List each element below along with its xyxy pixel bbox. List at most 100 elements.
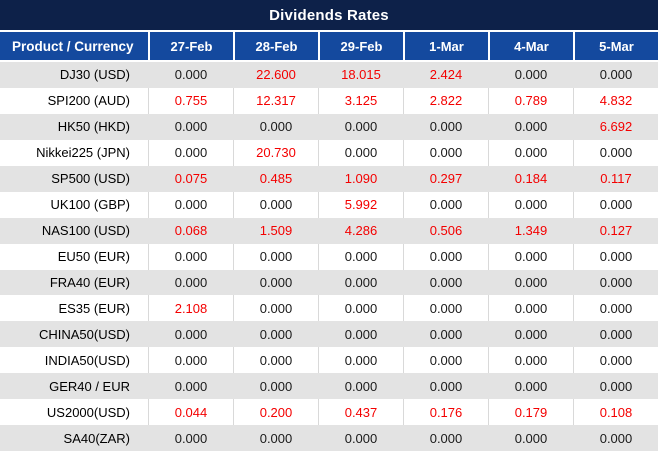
product-cell: GER40 / EUR <box>49 378 130 394</box>
rate-cell: 0.000 <box>573 139 658 166</box>
table-row: CHINA50(USD) 0.000 0.000 0.000 0.000 0.000 0.0… <box>0 321 658 348</box>
rate-cell: 20.730 <box>233 139 318 166</box>
rate-cell: 0.000 <box>488 373 573 400</box>
rate-cell: 0.789 <box>488 87 573 114</box>
rate-cell: 0.176 <box>403 399 488 426</box>
rate-cell: 0.000 <box>573 243 658 270</box>
rate-cell: 0.506 <box>403 217 488 244</box>
rate-cell: 0.000 <box>318 321 403 348</box>
rate-cell: 6.692 <box>573 113 658 140</box>
product-currency-column-header: Product / Currency <box>0 32 148 60</box>
rate-cell: 2.424 <box>403 62 488 88</box>
rate-cell: 22.600 <box>233 62 318 88</box>
rate-cell: 0.437 <box>318 399 403 426</box>
rate-cell: 0.000 <box>233 113 318 140</box>
table-body: DJ30 (USD) 0.000 22.600 18.015 2.424 0.000 0.0… <box>0 62 658 451</box>
rate-cell: 1.090 <box>318 165 403 192</box>
rate-cell: 2.822 <box>403 87 488 114</box>
rate-cell: 0.000 <box>403 269 488 296</box>
table-row: SP500 (USD) 0.075 0.485 1.090 0.297 0.184 0.11… <box>0 165 658 192</box>
rate-cell: 0.000 <box>233 191 318 218</box>
table-row: HK50 (HKD) 0.000 0.000 0.000 0.000 0.000 6.692 <box>0 113 658 140</box>
rate-cell: 0.000 <box>233 425 318 451</box>
rate-cell: 0.000 <box>233 347 318 374</box>
product-cell: EU50 (EUR) <box>57 249 130 265</box>
rate-cell: 0.000 <box>148 62 233 88</box>
rate-cell: 0.127 <box>573 217 658 244</box>
rate-cell: 0.000 <box>148 269 233 296</box>
rate-cell: 0.108 <box>573 399 658 426</box>
product-cell: UK100 (GBP) <box>50 197 130 213</box>
date-column-header: 29-Feb <box>318 32 403 60</box>
rate-cell: 0.075 <box>148 165 233 192</box>
rate-cell: 0.000 <box>148 373 233 400</box>
product-cell: SA40(ZAR) <box>63 430 130 446</box>
table-row: SA40(ZAR) 0.000 0.000 0.000 0.000 0.000 0.000 <box>0 425 658 451</box>
table-row: UK100 (GBP) 0.000 0.000 5.992 0.000 0.000 0.00… <box>0 191 658 218</box>
product-cell: DJ30 (USD) <box>59 67 130 83</box>
rate-cell: 0.755 <box>148 87 233 114</box>
rate-cell: 0.000 <box>148 321 233 348</box>
rate-cell: 0.000 <box>573 425 658 451</box>
rate-cell: 0.044 <box>148 399 233 426</box>
table-row: INDIA50(USD) 0.000 0.000 0.000 0.000 0.000 0.0… <box>0 347 658 374</box>
product-cell: ES35 (EUR) <box>58 300 130 316</box>
rate-cell: 0.000 <box>233 373 318 400</box>
rate-cell: 0.000 <box>488 321 573 348</box>
rate-cell: 0.000 <box>403 347 488 374</box>
rate-cell: 0.000 <box>403 425 488 451</box>
table-row: ES35 (EUR) 2.108 0.000 0.000 0.000 0.000 0.000 <box>0 295 658 322</box>
table-row: FRA40 (EUR) 0.000 0.000 0.000 0.000 0.000 0.00… <box>0 269 658 296</box>
rate-cell: 0.297 <box>403 165 488 192</box>
product-cell: INDIA50(USD) <box>44 352 130 368</box>
rate-cell: 0.000 <box>233 269 318 296</box>
rate-cell: 1.509 <box>233 217 318 244</box>
rate-cell: 0.000 <box>148 425 233 451</box>
product-cell: US2000(USD) <box>46 404 130 420</box>
rate-cell: 0.000 <box>488 62 573 88</box>
table-row: EU50 (EUR) 0.000 0.000 0.000 0.000 0.000 0.000 <box>0 243 658 270</box>
rate-cell: 0.000 <box>233 243 318 270</box>
product-cell: SPI200 (AUD) <box>47 93 130 109</box>
product-cell: SP500 (USD) <box>51 171 130 187</box>
rate-cell: 0.000 <box>148 139 233 166</box>
rate-cell: 0.000 <box>318 347 403 374</box>
rate-cell: 0.000 <box>573 62 658 88</box>
rate-cell: 0.000 <box>318 373 403 400</box>
date-column-header: 5-Mar <box>573 32 658 60</box>
rate-cell: 0.000 <box>403 113 488 140</box>
rate-cell: 0.200 <box>233 399 318 426</box>
rate-cell: 0.000 <box>488 243 573 270</box>
table-row: Nikkei225 (JPN) 0.000 20.730 0.000 0.000 0.00… <box>0 139 658 166</box>
rate-cell: 0.000 <box>403 243 488 270</box>
rate-cell: 0.000 <box>488 191 573 218</box>
date-column-header: 28-Feb <box>233 32 318 60</box>
table-row: DJ30 (USD) 0.000 22.600 18.015 2.424 0.000 0.0… <box>0 62 658 88</box>
date-column-header: 27-Feb <box>148 32 233 60</box>
rate-cell: 0.184 <box>488 165 573 192</box>
rate-cell: 0.117 <box>573 165 658 192</box>
table-row: GER40 / EUR 0.000 0.000 0.000 0.000 0.000 0.00… <box>0 373 658 400</box>
rate-cell: 0.000 <box>573 191 658 218</box>
table-row: US2000(USD) 0.044 0.200 0.437 0.176 0.179 0.10… <box>0 399 658 426</box>
rate-cell: 0.000 <box>573 373 658 400</box>
rate-cell: 4.286 <box>318 217 403 244</box>
rate-cell: 0.000 <box>573 321 658 348</box>
rate-cell: 0.000 <box>318 425 403 451</box>
product-cell: Nikkei225 (JPN) <box>36 145 130 161</box>
rate-cell: 0.000 <box>488 347 573 374</box>
rate-cell: 3.125 <box>318 87 403 114</box>
rate-cell: 0.000 <box>573 295 658 322</box>
rate-cell: 0.000 <box>403 191 488 218</box>
rate-cell: 0.000 <box>148 113 233 140</box>
rate-cell: 12.317 <box>233 87 318 114</box>
rate-cell: 0.000 <box>488 295 573 322</box>
rate-cell: 0.000 <box>488 425 573 451</box>
rate-cell: 4.832 <box>573 87 658 114</box>
rate-cell: 0.000 <box>148 347 233 374</box>
rate-cell: 0.000 <box>403 295 488 322</box>
product-cell: CHINA50(USD) <box>38 326 130 342</box>
rate-cell: 0.000 <box>403 139 488 166</box>
rate-cell: 0.000 <box>148 243 233 270</box>
